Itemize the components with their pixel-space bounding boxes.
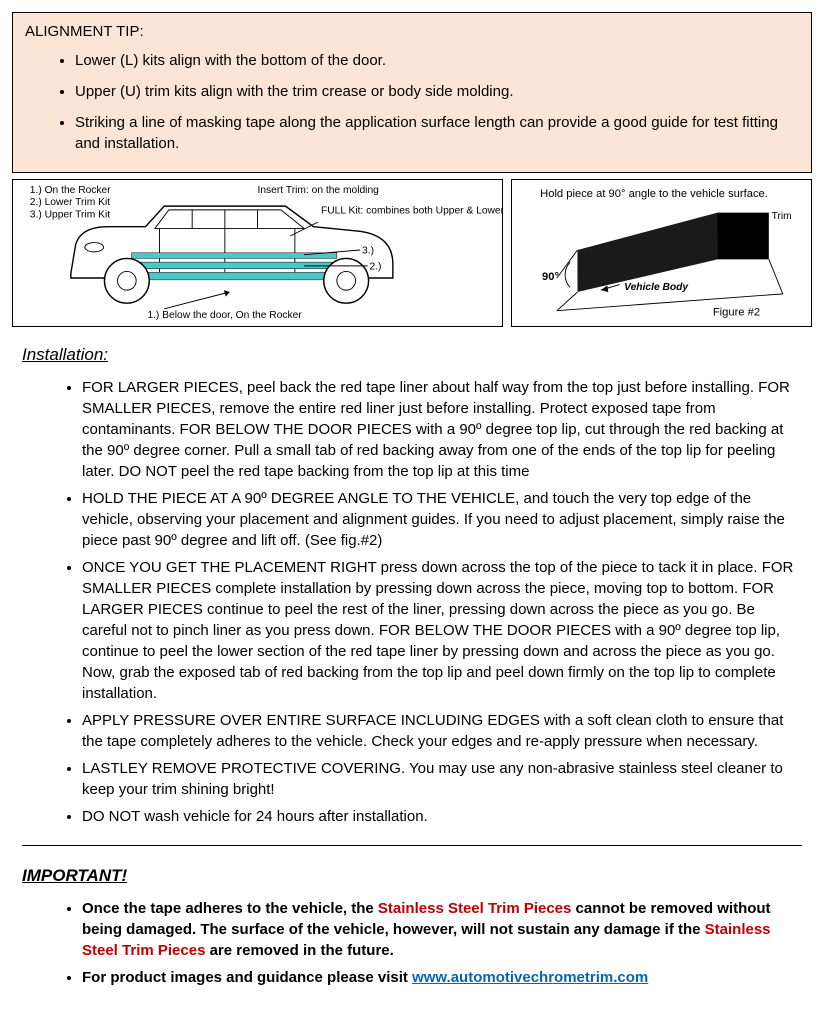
list-item: DO NOT wash vehicle for 24 hours after i… — [82, 806, 802, 827]
list-item: Once the tape adheres to the vehicle, th… — [82, 898, 802, 961]
list-item: For product images and guidance please v… — [82, 967, 802, 988]
list-item: LASTLEY REMOVE PROTECTIVE COVERING. You … — [82, 758, 802, 800]
product-link[interactable]: www.automotivechrometrim.com — [412, 969, 648, 986]
diagrams-row: 1.) On the Rocker 2.) Lower Trim Kit 3.)… — [12, 179, 812, 327]
svg-text:Insert Trim: on the molding: Insert Trim: on the molding — [258, 185, 380, 196]
svg-text:3.): 3.) — [362, 246, 374, 257]
tip-title: ALIGNMENT TIP: — [25, 21, 799, 42]
car-diagram: 1.) On the Rocker 2.) Lower Trim Kit 3.)… — [12, 179, 503, 327]
svg-text:2.): 2.) — [370, 262, 382, 273]
svg-text:3.) Upper Trim Kit: 3.) Upper Trim Kit — [30, 209, 110, 220]
svg-text:1.) Below the door, On the Roc: 1.) Below the door, On the Rocker — [147, 310, 302, 320]
list-item: HOLD THE PIECE AT A 90º DEGREE ANGLE TO … — [82, 488, 802, 551]
list-item: ONCE YOU GET THE PLACEMENT RIGHT press d… — [82, 557, 802, 704]
svg-text:Figure #2: Figure #2 — [713, 306, 760, 318]
svg-text:90°: 90° — [542, 271, 559, 283]
list-item: Lower (L) kits align with the bottom of … — [75, 50, 799, 71]
divider — [22, 845, 802, 846]
list-item: APPLY PRESSURE OVER ENTIRE SURFACE INCLU… — [82, 710, 802, 752]
list-item: Upper (U) trim kits align with the trim … — [75, 81, 799, 102]
installation-list: FOR LARGER PIECES, peel back the red tap… — [22, 377, 802, 827]
important-title: IMPORTANT! — [22, 864, 812, 888]
svg-text:FULL Kit: combines both Upper: FULL Kit: combines both Upper & Lower Tr… — [321, 206, 502, 217]
svg-text:Hold piece at 90° angle to the: Hold piece at 90° angle to the vehicle s… — [540, 188, 768, 200]
svg-text:2.) Lower Trim Kit: 2.) Lower Trim Kit — [30, 197, 110, 208]
angle-diagram: Hold piece at 90° angle to the vehicle s… — [511, 179, 812, 327]
red-emphasis: Stainless Steel Trim Pieces — [378, 900, 571, 917]
important-list: Once the tape adheres to the vehicle, th… — [22, 898, 802, 988]
alignment-tip-box: ALIGNMENT TIP: Lower (L) kits align with… — [12, 12, 812, 173]
legend-text: 1.) On the Rocker — [30, 185, 111, 196]
installation-title: Installation: — [22, 343, 812, 367]
list-item: FOR LARGER PIECES, peel back the red tap… — [82, 377, 802, 482]
list-item: Striking a line of masking tape along th… — [75, 112, 799, 154]
svg-text:Trim: Trim — [772, 211, 792, 222]
svg-text:Vehicle Body: Vehicle Body — [624, 282, 689, 293]
tip-list: Lower (L) kits align with the bottom of … — [25, 50, 799, 154]
